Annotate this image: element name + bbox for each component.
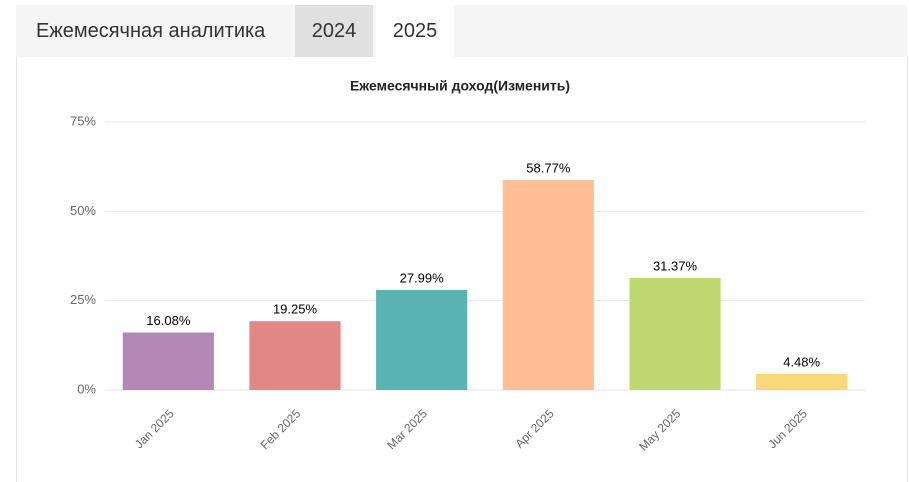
bar: [249, 321, 341, 390]
bar: [122, 332, 214, 390]
bar: [376, 289, 468, 390]
x-tick-label: May 2025: [636, 406, 683, 453]
bar: [629, 277, 721, 390]
data-label: 4.48%: [783, 354, 820, 369]
bar: [756, 373, 848, 390]
x-tick-label: Mar 2025: [384, 406, 430, 452]
chart-panel: [16, 57, 908, 482]
data-label: 27.99%: [400, 270, 445, 285]
data-label: 31.37%: [653, 258, 698, 273]
x-tick-label: Jun 2025: [765, 406, 810, 451]
data-label: 58.77%: [526, 160, 571, 175]
x-tick-label: Jan 2025: [132, 406, 177, 451]
x-tick-label: Feb 2025: [258, 406, 304, 452]
data-label: 16.08%: [146, 313, 191, 328]
y-tick-label: 0%: [77, 381, 96, 396]
section-title: Ежемесячная аналитика: [36, 20, 266, 42]
y-tick-label: 25%: [70, 292, 96, 307]
y-tick-label: 75%: [70, 113, 96, 128]
year-tab[interactable]: 2025: [376, 5, 454, 57]
chart-title: Ежемесячный доход(Изменить): [350, 78, 570, 94]
data-label: 19.25%: [273, 302, 318, 317]
tab-bar: Ежемесячная аналитика 2024 2025: [16, 5, 907, 57]
year-tab[interactable]: 2024: [295, 5, 373, 57]
x-tick-label: Apr 2025: [512, 406, 557, 451]
bar: [502, 179, 594, 390]
y-tick-label: 50%: [70, 203, 96, 218]
